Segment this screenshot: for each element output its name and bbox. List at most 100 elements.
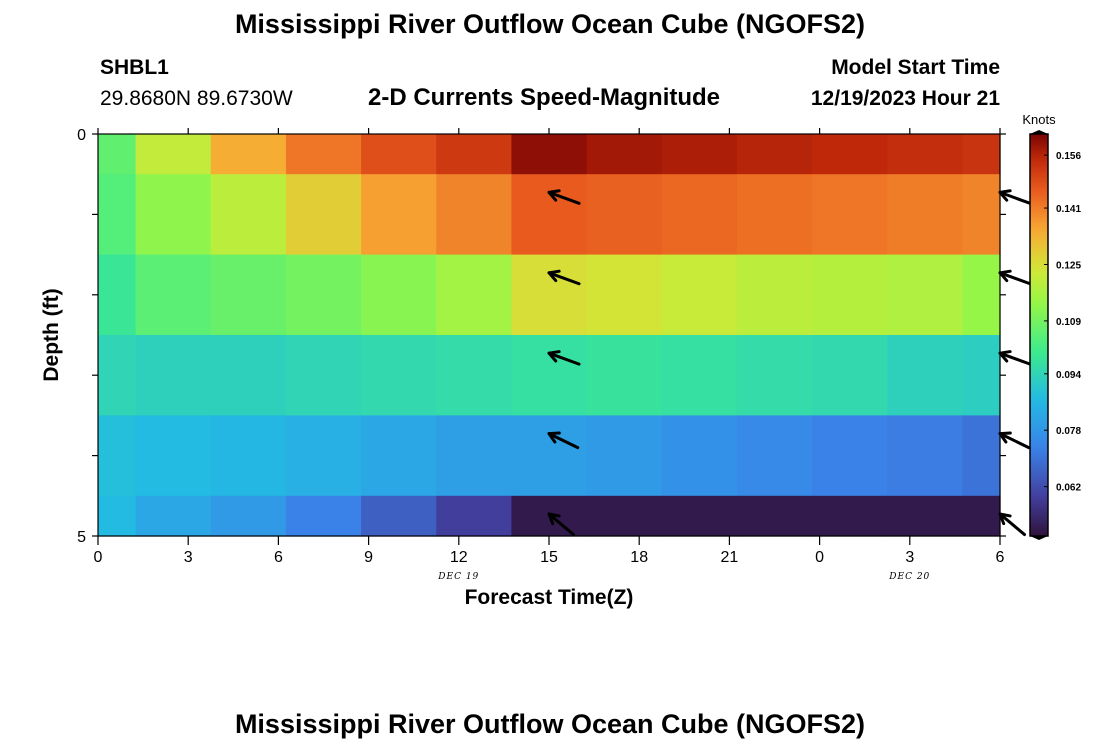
colorbar-bottom-cap xyxy=(1030,536,1048,540)
heatmap-cell xyxy=(135,174,212,256)
heatmap-cell xyxy=(98,495,137,537)
x-tick-label: 18 xyxy=(630,549,648,566)
heatmap-cell xyxy=(586,254,663,336)
heatmap-cell xyxy=(586,134,663,175)
heatmap-cell xyxy=(887,174,964,256)
x-tick-label: 6 xyxy=(996,549,1005,566)
heatmap-cell xyxy=(736,495,813,537)
heatmap-cell xyxy=(661,134,738,175)
heatmap-cell xyxy=(98,174,137,256)
heatmap-cell xyxy=(361,415,437,497)
heatmap-cell xyxy=(135,415,212,497)
heatmap-cell xyxy=(812,174,888,256)
heatmap-cell xyxy=(135,335,212,416)
current-vector-arrow xyxy=(998,350,1032,366)
x-tick-label: 9 xyxy=(364,549,373,566)
heatmap-cell xyxy=(812,134,888,175)
colorbar-tick-label: 0.062 xyxy=(1056,483,1081,494)
heatmap-cell xyxy=(962,335,1001,416)
heatmap-cell xyxy=(586,174,663,256)
current-vector-arrow xyxy=(547,431,580,450)
colorbar-tick-label: 0.109 xyxy=(1056,317,1081,328)
heatmap-cell xyxy=(887,335,964,416)
heatmap-cell xyxy=(436,254,513,336)
heatmap-cell xyxy=(511,415,588,497)
x-tick-label: 21 xyxy=(721,549,739,566)
date-label: DEC 20 xyxy=(888,572,930,582)
heatmap-cell xyxy=(511,174,588,256)
heatmap-cell xyxy=(812,254,888,336)
heatmap-cell xyxy=(887,254,964,336)
page-title-repeat: Mississippi River Outflow Ocean Cube (NG… xyxy=(234,709,866,739)
heatmap-cell xyxy=(736,134,813,175)
heatmap-cell xyxy=(511,254,588,336)
current-vector-arrow xyxy=(547,512,576,537)
x-tick-label: 0 xyxy=(94,549,103,566)
colorbar: 0.156 0.141 0.125 0.109 0.094 0.078 0.062 Knots xyxy=(1022,112,1081,540)
heatmap-cell xyxy=(436,495,513,537)
heatmap-cell xyxy=(436,174,513,256)
current-vectors xyxy=(547,189,1032,537)
y-axis-label: Depth (ft) xyxy=(40,288,63,381)
station-coordinates: 29.8680N 89.6730W xyxy=(100,87,293,110)
heatmap-cell xyxy=(98,254,137,336)
heatmap-cell xyxy=(436,335,513,416)
heatmap-cell xyxy=(98,134,137,175)
heatmap-cell xyxy=(361,254,437,336)
heatmap-cell xyxy=(285,415,362,497)
date-labels: DEC 19 DEC 20 xyxy=(437,572,930,582)
heatmap-cell xyxy=(736,335,813,416)
heatmap-cell xyxy=(361,335,437,416)
colorbar-tick-label: 0.141 xyxy=(1056,204,1081,215)
heatmap-cell xyxy=(436,415,513,497)
model-start-value: 12/19/2023 Hour 21 xyxy=(810,87,1000,110)
current-vector-arrow xyxy=(547,350,581,366)
colorbar-gradient xyxy=(1029,133,1049,537)
heatmap-cell xyxy=(661,495,738,537)
heatmap-cells xyxy=(98,134,1001,537)
heatmap-cell xyxy=(135,134,212,175)
heatmap-cell xyxy=(361,495,437,537)
x-tick-label: 15 xyxy=(540,549,558,566)
heatmap-cell xyxy=(210,415,287,497)
colorbar-tick-label: 0.094 xyxy=(1056,370,1081,381)
heatmap-cell xyxy=(98,335,137,416)
heatmap-cell xyxy=(661,335,738,416)
current-vector-arrow xyxy=(998,269,1032,286)
current-vector-arrow xyxy=(547,189,581,205)
y-tick-label: 0 xyxy=(77,127,86,144)
heatmap-cell xyxy=(736,415,813,497)
heatmap-cell xyxy=(361,174,437,256)
heatmap-cell xyxy=(962,495,1001,537)
heatmap-cell xyxy=(98,415,137,497)
colorbar-unit-label: Knots xyxy=(1022,112,1056,127)
colorbar-tick-label: 0.125 xyxy=(1056,260,1081,271)
x-axis-label: Forecast Time(Z) xyxy=(465,586,634,609)
heatmap-cell xyxy=(887,495,964,537)
x-tick-label: 12 xyxy=(450,549,468,566)
model-start-label: Model Start Time xyxy=(831,56,1000,79)
heatmap-cell xyxy=(285,174,362,256)
heatmap-cell xyxy=(661,174,738,256)
heatmap-cell xyxy=(887,134,964,175)
heatmap-cell xyxy=(661,415,738,497)
current-vector-arrow xyxy=(998,431,1031,450)
heatmap-cell xyxy=(210,335,287,416)
heatmap-cell xyxy=(962,134,1001,175)
current-vector-arrow xyxy=(998,512,1027,537)
heatmap-cell xyxy=(511,335,588,416)
colorbar-tick-label: 0.156 xyxy=(1056,151,1081,162)
heatmap-cell xyxy=(210,254,287,336)
heatmap-cell xyxy=(586,335,663,416)
station-id: SHBL1 xyxy=(100,56,169,79)
x-tick-label: 6 xyxy=(274,549,283,566)
heatmap-cell xyxy=(511,134,588,175)
heatmap-cell xyxy=(962,174,1001,256)
heatmap-cell xyxy=(812,335,888,416)
heatmap-cell xyxy=(210,495,287,537)
x-tick-label: 0 xyxy=(815,549,824,566)
heatmap-cell xyxy=(361,134,437,175)
page-title: Mississippi River Outflow Ocean Cube (NG… xyxy=(234,9,866,39)
heatmap-cell xyxy=(812,415,888,497)
x-axis-ticks: 0 3 6 9 12 15 18 21 0 3 6 xyxy=(94,128,1005,566)
